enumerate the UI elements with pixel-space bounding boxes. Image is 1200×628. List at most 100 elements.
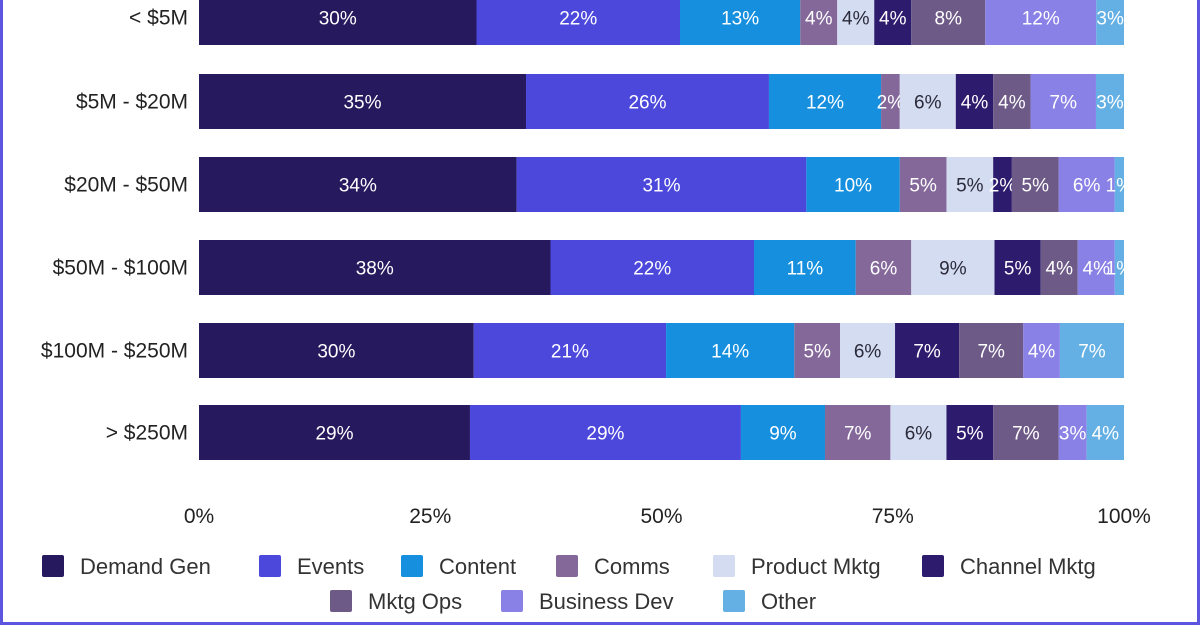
bar-segment	[855, 240, 912, 295]
data-label: 7%	[977, 342, 1005, 363]
legend-swatch	[42, 555, 64, 577]
data-label: 22%	[633, 259, 671, 280]
bar-segment	[881, 74, 900, 129]
data-label: 31%	[642, 176, 680, 197]
data-label: 4%	[1092, 424, 1120, 445]
bar-segment	[899, 74, 956, 129]
legend-swatch	[259, 555, 281, 577]
bar-row: $20M - $50M 34% 31% 10% 5% 5% 2% 5% 6% 1%	[64, 157, 1133, 212]
legend-item: Product Mktg	[713, 554, 881, 579]
bar-segment	[899, 157, 947, 212]
category-label: < $5M	[129, 7, 188, 30]
bar-segment	[768, 74, 882, 129]
legend-swatch	[501, 590, 523, 612]
data-label: 34%	[339, 176, 377, 197]
legend-item: Channel Mktg	[922, 554, 1096, 579]
bar-row: $100M - $250M 30% 21% 14% 5% 6% 7% 7% 4% 7%	[41, 323, 1124, 378]
data-label: 6%	[905, 424, 933, 445]
data-label: 4%	[1046, 259, 1074, 280]
data-label: 29%	[315, 424, 353, 445]
bar-segment	[837, 0, 875, 45]
bar-segment	[946, 157, 994, 212]
data-label: 38%	[356, 259, 394, 280]
x-tick-label: 25%	[409, 505, 451, 528]
x-tick-label: 100%	[1097, 505, 1151, 528]
data-label: 4%	[879, 9, 907, 30]
data-label: 5%	[909, 176, 937, 197]
data-label: 3%	[1059, 424, 1087, 445]
bars-layer: < $5M 30% 22% 13% 4% 4% 4% 8% 12% 3% $5M - $20M 35%…	[41, 0, 1133, 460]
bar-row: $50M - $100M 38% 22% 11% 6% 9% 5% 4% 4%1%	[53, 240, 1133, 295]
legend-item: Business Dev	[501, 589, 674, 614]
x-axis-ticks: 0% 25% 50% 75% 100%	[184, 505, 1151, 528]
bar-segment	[1030, 74, 1096, 129]
data-label: 30%	[319, 9, 357, 30]
data-label: 5%	[803, 342, 831, 363]
bar-segment	[516, 157, 807, 212]
data-label: 3%	[1096, 93, 1124, 114]
category-label: > $250M	[106, 422, 188, 445]
data-label: 14%	[711, 342, 749, 363]
data-label: 4%	[842, 9, 870, 30]
legend-swatch	[556, 555, 578, 577]
legend-label: Channel Mktg	[960, 554, 1096, 579]
legend-swatch	[713, 555, 735, 577]
data-label: 30%	[317, 342, 355, 363]
bar-segment	[550, 240, 754, 295]
bar-segment	[199, 74, 527, 129]
legend-label: Business Dev	[539, 589, 674, 614]
bar-segment	[476, 0, 680, 45]
data-label: 5%	[956, 424, 984, 445]
data-label: 10%	[834, 176, 872, 197]
bar-segment	[199, 240, 551, 295]
bar-row: > $250M 29% 29% 9% 7% 6% 5% 7% 3% 4%	[106, 405, 1124, 460]
bar-segment	[890, 405, 947, 460]
data-label: 7%	[1078, 342, 1106, 363]
data-label: 1%	[1106, 176, 1134, 197]
bar-segment	[1040, 240, 1078, 295]
data-label: 22%	[559, 9, 597, 30]
bar-segment	[199, 157, 517, 212]
bar-segment	[1114, 240, 1124, 295]
bar-segment	[985, 0, 1097, 45]
category-label: $50M - $100M	[53, 257, 188, 280]
legend-label: Product Mktg	[751, 554, 881, 579]
legend-swatch	[330, 590, 352, 612]
bar-row: $5M - $20M 35% 26% 12% 2% 6% 4% 4% 7% 3%	[76, 74, 1124, 129]
data-label: 9%	[939, 259, 967, 280]
category-label: $5M - $20M	[76, 91, 188, 114]
bar-segment	[1059, 323, 1124, 378]
bar-segment	[911, 240, 995, 295]
data-label: 7%	[913, 342, 941, 363]
data-label: 4%	[961, 93, 989, 114]
x-tick-label: 0%	[184, 505, 214, 528]
bar-segment	[806, 157, 900, 212]
bar-segment	[1095, 74, 1124, 129]
data-label: 6%	[870, 259, 898, 280]
bar-segment	[469, 405, 741, 460]
bar-segment	[800, 0, 838, 45]
data-label: 2%	[877, 93, 905, 114]
legend-item: Content	[401, 554, 516, 579]
legend-item: Events	[259, 554, 364, 579]
x-tick-label: 75%	[872, 505, 914, 528]
data-label: 13%	[721, 9, 759, 30]
bar-segment	[1023, 323, 1060, 378]
legend-label: Comms	[594, 554, 670, 579]
data-label: 2%	[989, 176, 1017, 197]
bar-segment	[993, 157, 1012, 212]
bar-segment	[946, 405, 994, 460]
bar-segment	[1058, 405, 1087, 460]
data-label: 7%	[1050, 93, 1078, 114]
data-label: 6%	[914, 93, 942, 114]
bar-segment	[1058, 157, 1115, 212]
bar-segment	[911, 0, 986, 45]
bar-segment	[199, 0, 477, 45]
data-label: 12%	[1022, 9, 1060, 30]
bar-segment	[993, 74, 1031, 129]
data-label: 5%	[1004, 259, 1032, 280]
data-label: 6%	[854, 342, 882, 363]
data-label: 4%	[805, 9, 833, 30]
data-label: 8%	[935, 9, 963, 30]
